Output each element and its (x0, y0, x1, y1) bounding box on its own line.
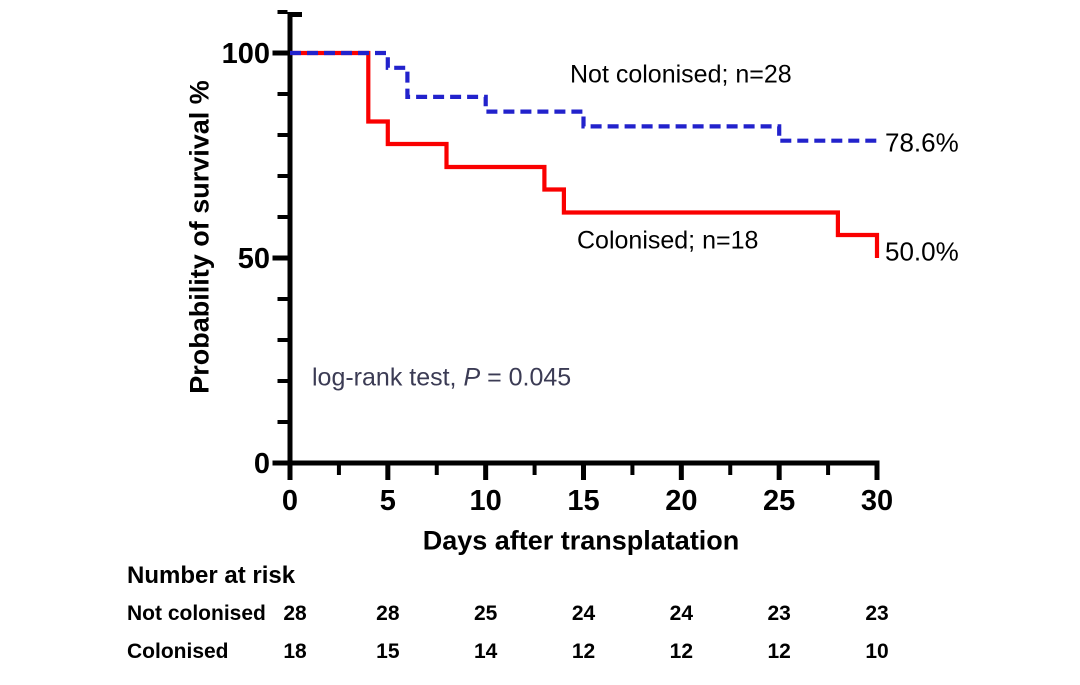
risk-value: 23 (865, 602, 889, 625)
risk-value: 12 (669, 640, 694, 663)
log-rank-annotation: log-rank test, P = 0.045 (312, 364, 571, 393)
risk-value: 12 (571, 640, 596, 663)
x-tick-label: 20 (665, 485, 697, 517)
final-survival-label-colonised: 50.0% (885, 236, 959, 267)
risk-value: 10 (865, 640, 889, 663)
x-tick-label: 0 (282, 485, 298, 517)
y-axis-line (287, 12, 302, 480)
x-tick-label: 15 (567, 485, 599, 517)
risk-value: 12 (767, 640, 791, 663)
risk-value: 28 (376, 602, 400, 625)
risk-value: 15 (376, 640, 400, 663)
risk-row-label-not-colonised: Not colonised (127, 602, 266, 625)
risk-table-title: Number at risk (127, 562, 296, 589)
risk-value: 18 (283, 640, 307, 663)
y-tick-label: 100 (222, 38, 270, 70)
series-label-colonised: Colonised; n=18 (577, 226, 759, 255)
risk-value: 28 (283, 602, 307, 625)
y-tick-label: 50 (238, 243, 270, 275)
log-rank-prefix: log-rank test, (312, 363, 464, 392)
risk-value: 24 (669, 602, 694, 625)
y-axis-title: Probability of survival % (184, 80, 215, 394)
p-value: = 0.045 (480, 363, 572, 392)
final-survival-label-not-colonised: 78.6% (885, 127, 959, 158)
risk-value: 14 (473, 640, 498, 663)
x-axis-title: Days after transplatation (422, 525, 740, 556)
risk-value: 24 (571, 602, 596, 625)
x-tick-label: 10 (470, 485, 502, 517)
risk-value: 23 (767, 602, 791, 625)
x-tick-label: 25 (763, 485, 795, 517)
survival-curve-not-colonised (290, 50, 877, 143)
x-tick-label: 5 (380, 485, 396, 517)
risk-value: 25 (473, 602, 498, 625)
risk-row-label-colonised: Colonised (127, 640, 229, 663)
y-tick-label: 0 (254, 448, 270, 480)
p-symbol: P (463, 363, 481, 392)
x-tick-label: 30 (861, 485, 893, 517)
series-label-not-colonised: Not colonised; n=28 (570, 60, 792, 89)
survival-curve-colonised (290, 50, 880, 258)
